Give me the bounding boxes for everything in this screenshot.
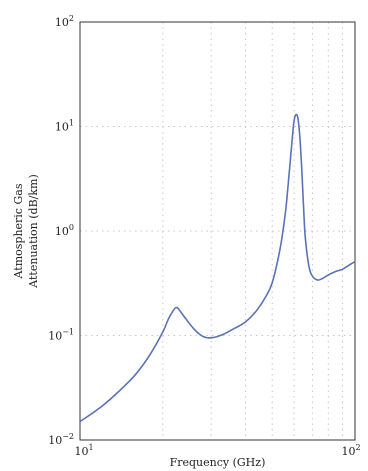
y-tick-label: 101 bbox=[55, 119, 74, 134]
y-tick-label: 102 bbox=[55, 14, 74, 29]
y-axis-label: Atmospheric Gas Attenuation (dB/km) bbox=[12, 174, 40, 288]
y-tick-label: 10−1 bbox=[48, 328, 74, 343]
y-tick-labels: 10−2 10−1 100 101 102 bbox=[48, 14, 74, 447]
y-tick-label: 100 bbox=[55, 223, 74, 238]
y-axis-label-line-2: Attenuation (dB/km) bbox=[27, 174, 40, 288]
x-axis-label: Frequency (GHz) bbox=[170, 456, 266, 469]
plot-frame bbox=[79, 21, 356, 441]
y-tick-label: 10−2 bbox=[48, 432, 74, 447]
attenuation-curve bbox=[79, 113, 356, 423]
x-tick-label: 102 bbox=[341, 443, 360, 458]
grid-lines bbox=[80, 22, 355, 440]
y-axis-label-line-1: Atmospheric Gas bbox=[12, 183, 25, 279]
x-tick-label: 101 bbox=[74, 443, 93, 458]
x-tick-labels: 101 102 bbox=[74, 443, 360, 458]
